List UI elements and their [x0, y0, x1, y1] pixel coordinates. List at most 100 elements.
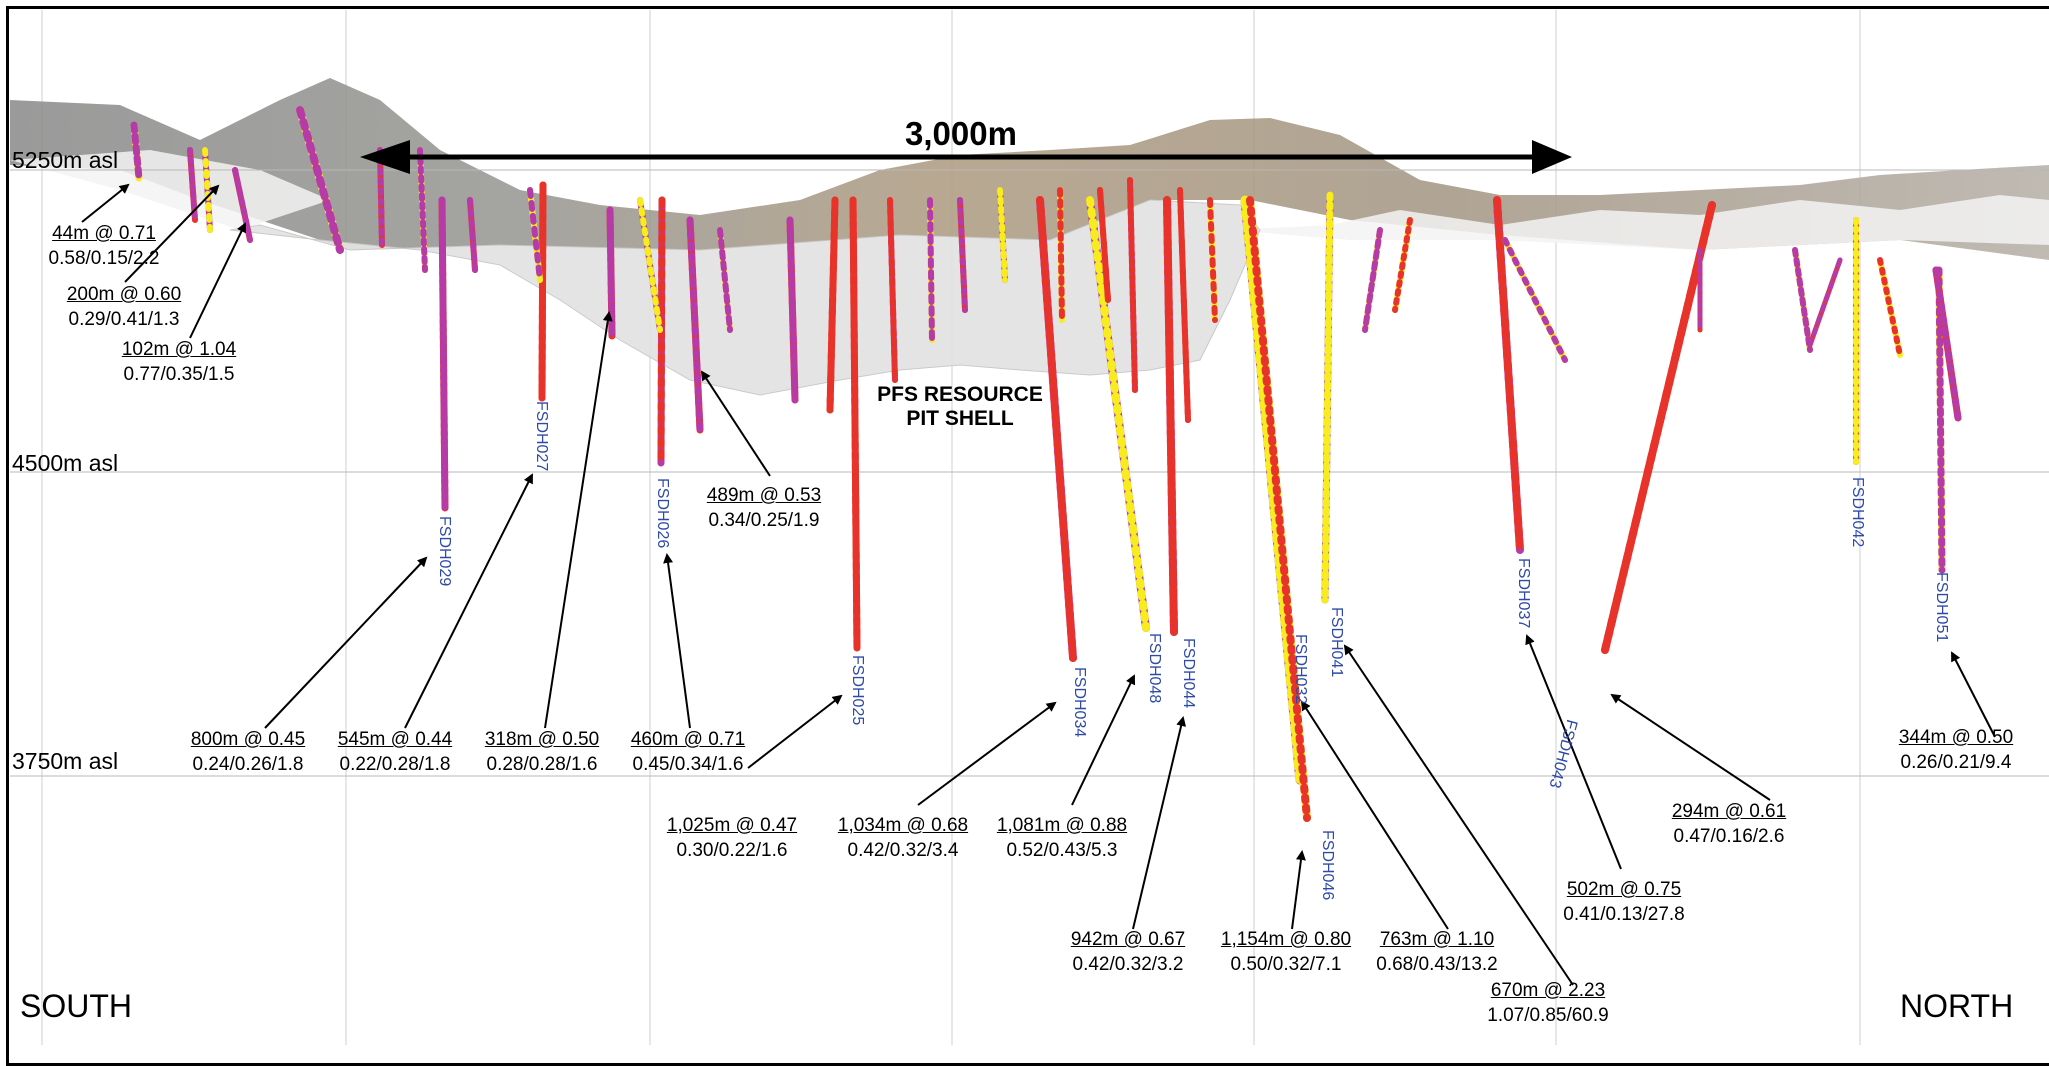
intercept-main: 1,025m @ 0.47	[666, 815, 798, 836]
north-label: NORTH	[1900, 988, 2014, 1024]
intercept-annotation: 670m @ 2.23 1.07/0.85/60.9	[1487, 978, 1609, 1028]
drill-hole-assay-band	[1502, 237, 1568, 363]
elevation-lines	[10, 169, 2049, 777]
intercept-annotation: 102m @ 1.04 0.77/0.35/1.5	[122, 337, 236, 387]
drill-hole-assay-band	[1246, 196, 1311, 822]
hole-label-fsdh037: FSDH037	[1515, 558, 1532, 629]
intercept-sub: 0.30/0.22/1.6	[676, 840, 788, 861]
intercept-sub: 0.22/0.28/1.8	[339, 754, 451, 775]
drill-hole-assay-band	[1097, 187, 1111, 303]
hole-label-fsdh032: FSDH032	[1292, 634, 1309, 705]
intercept-main: 102m @ 1.04	[121, 339, 237, 360]
drill-hole-assay-band	[1392, 217, 1413, 313]
span-distance-label: 3,000m	[905, 115, 1017, 152]
drill-hole-assay-band	[1036, 196, 1077, 662]
intercept-annotation: 942m @ 0.67 0.42/0.32/3.2	[1071, 927, 1185, 977]
pit-shell-label-line2: PIT SHELL	[906, 407, 1014, 430]
intercept-main: 344m @ 0.50	[1898, 727, 2014, 748]
terrain-surface	[10, 78, 2049, 260]
hole-label-fsdh046: FSDH046	[1319, 830, 1336, 901]
intercept-main: 670m @ 2.23	[1490, 980, 1606, 1001]
drill-hole-assay-band	[1601, 201, 1716, 654]
drill-hole-assay-band	[1321, 191, 1334, 604]
hole-label-fsdh025: FSDH025	[849, 655, 866, 726]
drill-hole-assay-band	[130, 121, 143, 182]
intercept-sub: 0.34/0.25/1.9	[708, 510, 820, 531]
drill-hole-assay-band	[527, 187, 543, 283]
intercept-main: 44m @ 0.71	[52, 223, 156, 244]
drill-hole-assay-band	[538, 181, 547, 402]
intercept-sub: 0.58/0.15/2.2	[48, 248, 160, 269]
intercept-main: 942m @ 0.67	[1070, 929, 1186, 950]
drill-hole-assay-band	[1086, 196, 1150, 632]
intercept-sub: 0.45/0.34/1.6	[632, 754, 744, 775]
intercept-annotation: 763m @ 1.10 0.68/0.43/13.2	[1376, 927, 1498, 977]
drill-hole-assay-band	[637, 197, 663, 333]
elevation-label-3750: 3750m asl	[12, 748, 119, 774]
intercept-annotation: 44m @ 0.71 0.58/0.15/2.2	[49, 221, 160, 271]
intercept-main: 763m @ 1.10	[1379, 929, 1495, 950]
span-arrow	[360, 140, 1572, 174]
drill-hole-assay-band	[1932, 266, 1962, 422]
intercept-main: 460m @ 0.71	[630, 729, 746, 750]
intercept-sub: 0.28/0.28/1.6	[486, 754, 598, 775]
drill-hole-assay-band	[1177, 187, 1191, 423]
intercept-sub: 0.68/0.43/13.2	[1376, 954, 1498, 975]
intercept-annotation: 460m @ 0.71 0.45/0.34/1.6	[631, 727, 745, 777]
hole-label-fsdh041: FSDH041	[1328, 607, 1345, 678]
drill-hole-assay-band	[1493, 196, 1524, 554]
intercept-annotation: 545m @ 0.44 0.22/0.28/1.8	[338, 727, 452, 777]
intercept-annotation: 200m @ 0.60 0.29/0.41/1.3	[67, 282, 181, 332]
drill-hole-assay-band	[1877, 257, 1903, 358]
intercept-sub: 0.47/0.16/2.6	[1673, 826, 1785, 847]
drill-hole-assay-band	[1935, 266, 1946, 574]
intercept-annotation: 1,081m @ 0.88 0.52/0.43/5.3	[997, 813, 1127, 863]
south-label: SOUTH	[20, 988, 132, 1024]
drill-hole-assay-band	[786, 216, 799, 404]
intercept-annotation: 489m @ 0.53 0.34/0.25/1.9	[707, 483, 821, 533]
hole-label-fsdh051: FSDH051	[1933, 572, 1950, 643]
drill-hole-assay-band	[467, 197, 478, 273]
drill-hole-assay-band	[438, 196, 449, 512]
intercept-annotation: 294m @ 0.61 0.47/0.16/2.6	[1672, 799, 1786, 849]
intercept-main: 1,154m @ 0.80	[1220, 929, 1352, 950]
intercept-sub: 0.42/0.32/3.4	[847, 840, 959, 861]
intercept-main: 200m @ 0.60	[66, 284, 182, 305]
elevation-label-5250: 5250m asl	[12, 147, 119, 173]
intercept-main: 1,081m @ 0.88	[996, 815, 1128, 836]
intercept-annotation: 1,025m @ 0.47 0.30/0.22/1.6	[667, 813, 797, 863]
drill-hole-assay-band	[849, 196, 861, 652]
drill-hole-assay-band	[717, 227, 733, 333]
intercept-annotation: 344m @ 0.50 0.26/0.21/9.4	[1899, 725, 2013, 775]
intercept-sub: 0.24/0.26/1.8	[192, 754, 304, 775]
hole-label-fsdh034: FSDH034	[1071, 667, 1088, 738]
drill-hole-assay-band	[826, 196, 839, 414]
intercept-main: 502m @ 0.75	[1566, 879, 1682, 900]
drill-hole-assay-band	[1792, 247, 1813, 353]
drill-hole-assay-band	[606, 206, 616, 340]
pit-shell-label: PFS RESOURCE PIT SHELL	[870, 383, 1050, 431]
intercept-main: 800m @ 0.45	[190, 729, 306, 750]
drill-hole-assay-band	[1127, 177, 1138, 393]
intercept-sub: 0.42/0.32/3.2	[1072, 954, 1184, 975]
hole-label-fsdh026: FSDH026	[654, 478, 671, 549]
drill-hole-assay-band	[927, 197, 935, 343]
intercept-annotation: 1,154m @ 0.80 0.50/0.32/7.1	[1221, 927, 1351, 977]
intercept-main: 318m @ 0.50	[484, 729, 600, 750]
drill-hole-assay-band	[1163, 196, 1178, 636]
drill-hole-assay-band	[232, 167, 253, 243]
intercept-sub: 0.77/0.35/1.5	[123, 364, 235, 385]
hole-label-fsdh044: FSDH044	[1180, 638, 1197, 709]
hole-label-fsdh027: FSDH027	[533, 401, 550, 472]
hole-label-fsdh029: FSDH029	[436, 516, 453, 587]
intercept-annotation: 502m @ 0.75 0.41/0.13/27.8	[1563, 877, 1685, 927]
leader-arrows	[81, 183, 1996, 986]
drill-hole-assay-band	[997, 187, 1008, 283]
intercept-sub: 1.07/0.85/60.9	[1487, 1005, 1609, 1026]
intercept-main: 1,034m @ 0.68	[837, 815, 969, 836]
intercept-main: 489m @ 0.53	[706, 485, 822, 506]
intercept-sub: 0.41/0.13/27.8	[1563, 904, 1685, 925]
drill-hole-assay-band	[377, 147, 385, 248]
pit-shell-label-line1: PFS RESOURCE	[877, 383, 1043, 406]
